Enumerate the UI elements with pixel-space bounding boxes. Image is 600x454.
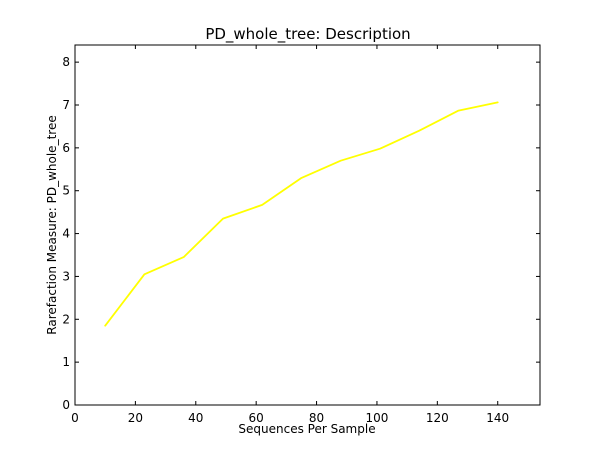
x-tick-label: 80 bbox=[309, 411, 324, 425]
y-tick-label: 4 bbox=[62, 227, 70, 241]
y-tick-label: 2 bbox=[62, 312, 70, 326]
y-axis-label: Rarefaction Measure: PD_whole_tree bbox=[45, 115, 59, 334]
y-axis-ticks: 0 1 2 3 4 5 6 7 8 bbox=[62, 55, 540, 412]
series-layer bbox=[104, 101, 499, 327]
x-tick-label: 20 bbox=[128, 411, 143, 425]
x-tick-label: 40 bbox=[188, 411, 203, 425]
y-tick-label: 1 bbox=[62, 355, 70, 369]
y-tick-label: 8 bbox=[62, 55, 70, 69]
chart-title: PD_whole_tree: Description bbox=[205, 25, 410, 44]
y-tick-label: 5 bbox=[62, 184, 70, 198]
y-tick-label: 3 bbox=[62, 269, 70, 283]
x-axis-ticks: 0 20 40 60 80 100 120 140 bbox=[71, 45, 509, 425]
x-axis-label: Sequences Per Sample bbox=[238, 422, 375, 436]
x-tick-label: 100 bbox=[365, 411, 388, 425]
series-line bbox=[104, 101, 499, 327]
x-tick-label: 140 bbox=[486, 411, 509, 425]
x-tick-label: 60 bbox=[249, 411, 264, 425]
y-tick-label: 6 bbox=[62, 141, 70, 155]
x-tick-label: 0 bbox=[71, 411, 79, 425]
x-tick-label: 120 bbox=[426, 411, 449, 425]
plot-frame bbox=[74, 44, 541, 406]
y-tick-label: 0 bbox=[62, 398, 70, 412]
y-tick-label: 7 bbox=[62, 98, 70, 112]
